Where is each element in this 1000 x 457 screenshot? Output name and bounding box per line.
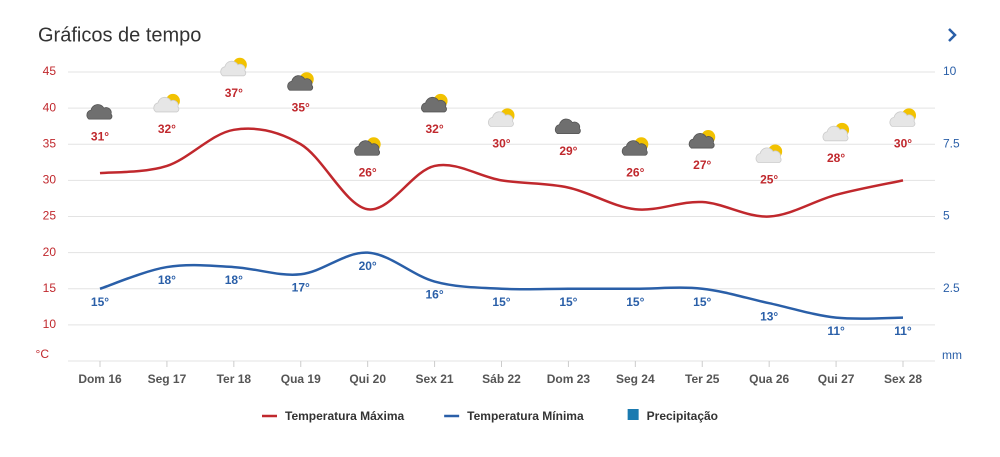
data-label: 15° [626, 295, 644, 309]
x-tick-label: Sex 28 [884, 372, 922, 386]
data-label: 27° [693, 158, 711, 172]
data-label: 30° [492, 137, 510, 151]
y2-tick-label: 5 [943, 209, 950, 223]
y-tick-label: 10 [43, 317, 57, 331]
data-label: 30° [894, 137, 912, 151]
data-label: 15° [693, 295, 711, 309]
cloud [354, 140, 381, 156]
data-label: 11° [827, 324, 845, 338]
x-tick-label: Ter 18 [217, 372, 252, 386]
series-line [99, 251, 904, 320]
data-label: 37° [225, 86, 243, 100]
x-tick-label: Seg 24 [616, 372, 655, 386]
y-tick-label: 30 [43, 173, 57, 187]
legend-swatch [627, 409, 639, 420]
cloud [287, 75, 314, 91]
data-label: 32° [158, 122, 176, 136]
weather-icon [153, 93, 180, 113]
data-label: 28° [827, 151, 845, 165]
weather-icon [220, 57, 247, 77]
data-label: 26° [359, 165, 377, 179]
x-tick-label: Dom 16 [78, 372, 122, 386]
cloud [822, 125, 849, 142]
series-line [99, 127, 904, 218]
weather-icon [421, 93, 448, 113]
weather-icon [287, 72, 314, 91]
data-label: 15° [559, 295, 577, 309]
y2-tick-label: 7.5 [943, 136, 960, 150]
x-tick-label: Dom 23 [547, 372, 591, 386]
weather-icon [487, 108, 515, 127]
cloud [153, 96, 180, 113]
cloud [889, 111, 916, 127]
cloud [755, 147, 782, 163]
y-tick-label: 20 [43, 245, 57, 259]
x-tick-label: Qui 27 [818, 372, 855, 386]
y-tick-label: 40 [43, 100, 57, 114]
cloud [86, 104, 113, 120]
weather-icon [688, 130, 716, 149]
y-tick-label: 45 [43, 64, 57, 78]
chart-title: Gráficos de tempo [38, 24, 201, 46]
legend-label: Precipitação [647, 409, 718, 423]
y-tick-label: 35 [43, 136, 57, 150]
cloud [688, 133, 715, 149]
weather-icon [755, 144, 783, 163]
data-label: 16° [426, 288, 444, 302]
data-label: 15° [91, 295, 109, 309]
data-label: 15° [492, 295, 510, 309]
cloud [487, 111, 514, 127]
x-tick-label: Seg 17 [148, 372, 187, 386]
y2-tick-label: 2.5 [943, 281, 960, 295]
legend-label: Temperatura Mínima [467, 409, 584, 423]
y-tick-label: 15 [43, 281, 57, 295]
x-tick-label: Sáb 22 [482, 372, 521, 386]
data-label: 31° [91, 129, 109, 143]
data-label: 35° [292, 100, 310, 114]
cloud [220, 60, 247, 77]
y2-tick-label: 10 [943, 64, 957, 78]
x-tick-label: Sex 21 [416, 372, 454, 386]
x-tick-label: Ter 25 [685, 372, 720, 386]
data-label: 13° [760, 309, 778, 323]
weather-icon [889, 108, 916, 127]
weather-icon [621, 137, 649, 156]
data-label: 29° [559, 144, 577, 158]
y-axis-label: °C [36, 347, 50, 361]
cloud [421, 96, 447, 113]
data-label: 18° [158, 273, 176, 287]
data-label: 32° [426, 122, 444, 136]
x-tick-label: Qua 19 [281, 372, 321, 386]
cloud [554, 118, 581, 134]
data-label: 26° [626, 165, 644, 179]
weather-icon [86, 104, 113, 120]
y-tick-label: 25 [43, 209, 57, 223]
x-tick-label: Qui 20 [349, 372, 386, 386]
next-chevron[interactable] [948, 28, 957, 42]
weather-icon [554, 118, 581, 134]
data-label: 20° [359, 259, 377, 273]
y2-axis-label: mm [942, 348, 962, 362]
weather-icon [822, 122, 850, 142]
data-label: 25° [760, 173, 778, 187]
data-label: 11° [894, 324, 912, 338]
cloud [621, 140, 648, 156]
legend-label: Temperatura Máxima [285, 409, 404, 423]
weather-icon [354, 137, 381, 156]
data-label: 18° [225, 273, 243, 287]
x-tick-label: Qua 26 [749, 372, 789, 386]
data-label: 17° [292, 280, 310, 294]
